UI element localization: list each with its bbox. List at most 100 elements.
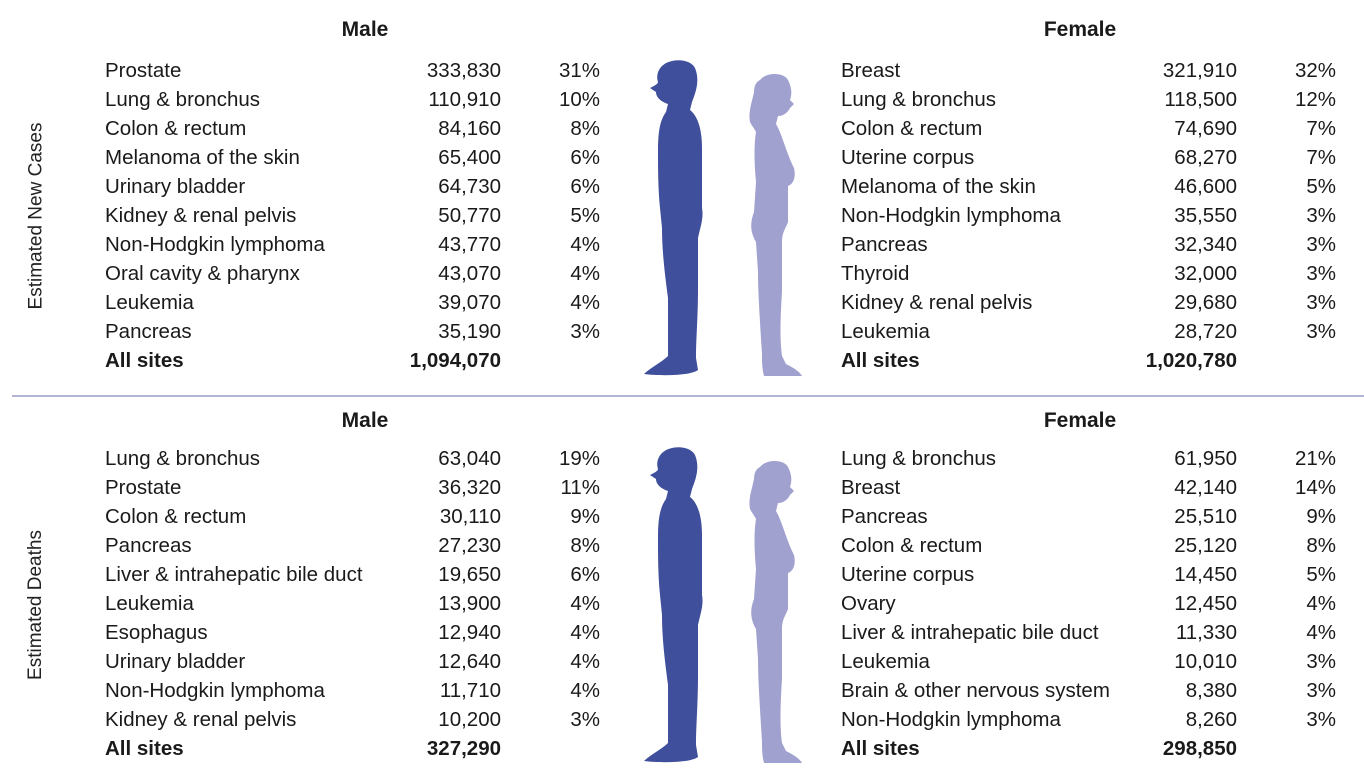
cell-pct: 5%	[570, 204, 600, 227]
table-row: Leukemia 28,720 3%	[841, 317, 1341, 346]
cell-pct: 5%	[1306, 563, 1336, 586]
cell-count: 25,510	[1174, 505, 1237, 528]
table-row: Liver & intrahepatic bile duct 11,330 4%	[841, 618, 1341, 647]
table-row: Leukemia 13,900 4%	[105, 589, 605, 618]
cell-count: 35,550	[1174, 204, 1237, 227]
table-row: Non-Hodgkin lymphoma 35,550 3%	[841, 201, 1341, 230]
cell-site: Lung & bronchus	[841, 447, 997, 470]
cell-count: 118,500	[1164, 88, 1237, 111]
table-row: Pancreas 27,230 8%	[105, 531, 605, 560]
table-row: Leukemia 39,070 4%	[105, 288, 605, 317]
cell-count: 10,200	[438, 708, 501, 731]
cell-pct: 3%	[1306, 262, 1336, 285]
table-row: Colon & rectum 25,120 8%	[841, 531, 1341, 560]
cell-count: 50,770	[438, 204, 501, 227]
cell-count: 321,910	[1162, 59, 1237, 82]
cell-site: Liver & intrahepatic bile duct	[841, 621, 1099, 644]
cell-pct: 21%	[1294, 447, 1336, 470]
cell-site: Non-Hodgkin lymphoma	[105, 233, 325, 256]
cell-pct: 32%	[1294, 59, 1336, 82]
cell-site: Colon & rectum	[841, 117, 983, 140]
section-label-new-cases: Estimated New Cases	[25, 122, 46, 310]
cell-site: Melanoma of the skin	[105, 146, 300, 169]
table-row: Colon & rectum 30,110 9%	[105, 502, 605, 531]
cell-pct: 8%	[570, 534, 600, 557]
cell-site: Colon & rectum	[841, 534, 983, 557]
cell-count: 13,900	[438, 592, 501, 615]
cell-site: Lung & bronchus	[105, 447, 261, 470]
female-silhouette-icon	[749, 461, 802, 763]
table-row: Esophagus 12,940 4%	[105, 618, 605, 647]
table-row: Kidney & renal pelvis 50,770 5%	[105, 201, 605, 230]
table-row: Melanoma of the skin 46,600 5%	[841, 172, 1341, 201]
cell-site: Uterine corpus	[841, 146, 975, 169]
cell-site: Colon & rectum	[105, 117, 247, 140]
table-row: Non-Hodgkin lymphoma 43,770 4%	[105, 230, 605, 259]
cell-site: Pancreas	[105, 320, 192, 343]
cell-site: Kidney & renal pelvis	[105, 708, 297, 731]
cell-site: Uterine corpus	[841, 563, 975, 586]
cell-count: 64,730	[438, 175, 501, 198]
cell-count: 10,010	[1174, 650, 1237, 673]
cell-pct: 3%	[1306, 320, 1336, 343]
table-row: Uterine corpus 68,270 7%	[841, 143, 1341, 172]
deaths-section: Estimated Deaths Male Female Lung & bron…	[0, 395, 1364, 782]
cell-site: Leukemia	[105, 592, 194, 615]
cell-pct: 7%	[1306, 117, 1336, 140]
cell-site: Breast	[841, 476, 901, 499]
total-site: All sites	[105, 349, 184, 372]
cell-pct: 4%	[570, 233, 600, 256]
table-row: Leukemia 10,010 3%	[841, 647, 1341, 676]
cell-pct: 4%	[570, 679, 600, 702]
table-row: Lung & bronchus 63,040 19%	[105, 444, 605, 473]
table-row: Lung & bronchus 61,950 21%	[841, 444, 1341, 473]
total-row: All sites 298,850	[841, 734, 1341, 763]
cell-pct: 4%	[570, 650, 600, 673]
cell-site: Breast	[841, 59, 901, 82]
cell-pct: 6%	[570, 563, 600, 586]
cell-site: Pancreas	[841, 233, 928, 256]
new-cases-female-table: Breast 321,910 32% Lung & bronchus 118,500 12…	[841, 56, 1341, 375]
cell-pct: 8%	[1306, 534, 1336, 557]
cell-site: Urinary bladder	[105, 650, 246, 673]
cell-count: 28,720	[1174, 320, 1237, 343]
cell-count: 32,000	[1174, 262, 1237, 285]
cell-count: 19,650	[438, 563, 501, 586]
cell-pct: 9%	[570, 505, 600, 528]
total-count: 1,094,070	[409, 349, 501, 372]
cell-pct: 12%	[1294, 88, 1336, 111]
male-title: Male	[341, 18, 389, 41]
cell-count: 333,830	[426, 59, 501, 82]
female-title: Female	[1043, 18, 1117, 41]
total-site: All sites	[841, 737, 920, 760]
cell-count: 32,340	[1174, 233, 1237, 256]
cell-count: 42,140	[1174, 476, 1237, 499]
cell-count: 63,040	[438, 447, 501, 470]
table-row: Melanoma of the skin 65,400 6%	[105, 143, 605, 172]
cell-count: 39,070	[438, 291, 501, 314]
cell-count: 110,910	[428, 88, 501, 111]
cell-pct: 7%	[1306, 146, 1336, 169]
table-row: Breast 321,910 32%	[841, 56, 1341, 85]
cell-pct: 4%	[570, 592, 600, 615]
table-row: Liver & intrahepatic bile duct 19,650 6%	[105, 560, 605, 589]
male-silhouette-icon	[644, 60, 703, 376]
new-cases-male-table: Prostate 333,830 31% Lung & bronchus 110,910…	[105, 56, 605, 375]
table-row: Lung & bronchus 110,910 10%	[105, 85, 605, 114]
cell-pct: 14%	[1294, 476, 1336, 499]
cell-pct: 10%	[558, 88, 600, 111]
cell-site: Melanoma of the skin	[841, 175, 1036, 198]
total-row: All sites 1,094,070	[105, 346, 605, 375]
cell-count: 43,770	[438, 233, 501, 256]
cell-count: 12,450	[1174, 592, 1237, 615]
total-row: All sites 1,020,780	[841, 346, 1341, 375]
cell-pct: 6%	[570, 146, 600, 169]
cell-site: Kidney & renal pelvis	[105, 204, 297, 227]
cell-site: Brain & other nervous system	[841, 679, 1110, 702]
table-row: Ovary 12,450 4%	[841, 589, 1341, 618]
cell-count: 68,270	[1174, 146, 1237, 169]
cell-count: 12,640	[438, 650, 501, 673]
table-row: Kidney & renal pelvis 29,680 3%	[841, 288, 1341, 317]
cell-count: 14,450	[1174, 563, 1237, 586]
deaths-male-table: Lung & bronchus 63,040 19% Prostate 36,320 11…	[105, 444, 605, 763]
